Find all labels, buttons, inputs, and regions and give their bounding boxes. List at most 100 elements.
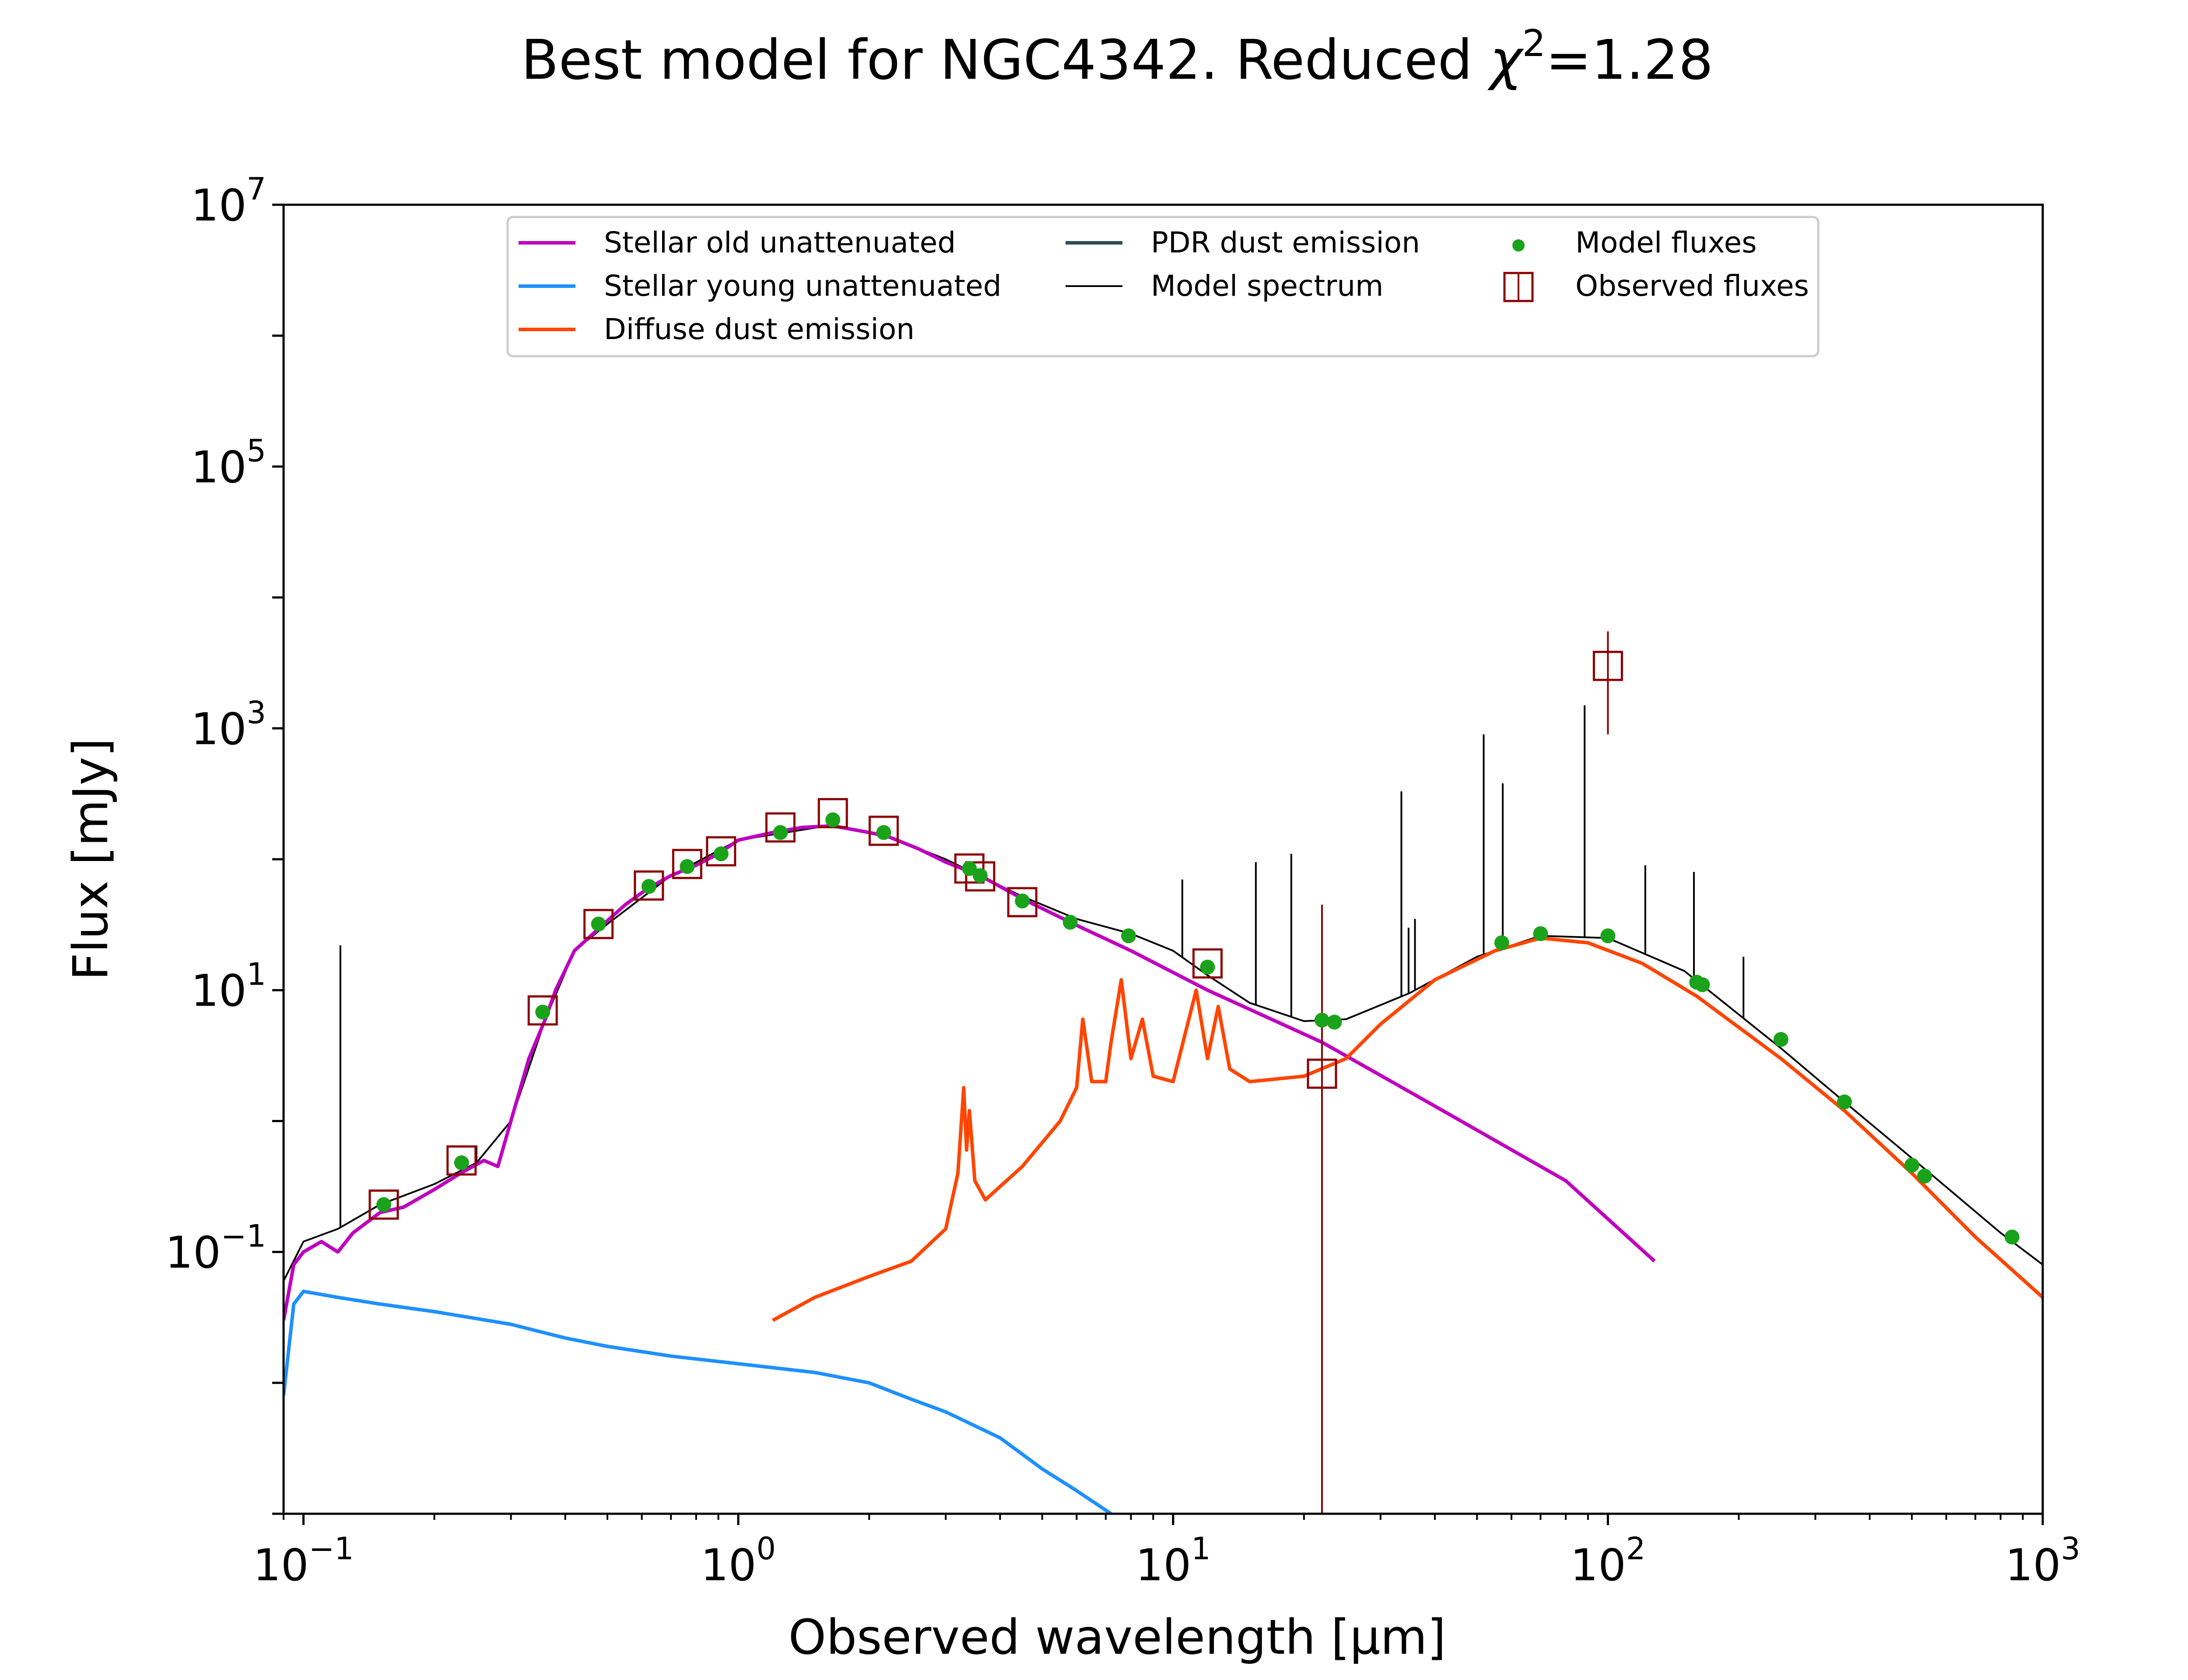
model-flux-point xyxy=(1062,915,1078,930)
model-flux-point xyxy=(1200,959,1215,975)
legend-item-pdr-dust-emission-label: PDR dust emission xyxy=(1151,226,1420,259)
x-tick-label: 10−1 xyxy=(253,1531,354,1591)
chart-title: Best model for NGC4342. Reduced χ2=1.28 xyxy=(521,22,1713,92)
model-flux-point xyxy=(680,859,695,874)
model-flux-point xyxy=(641,879,656,894)
observed-flux-marker xyxy=(446,1145,477,1176)
model-flux-point xyxy=(1015,893,1030,909)
legend-item-pdr-dust-emission: PDR dust emission xyxy=(1066,226,1420,259)
x-tick-label-exp: −1 xyxy=(309,1531,354,1567)
chart-title-main: Best model for NGC4342. Reduced xyxy=(521,28,1490,92)
legend-item-model-fluxes: Model fluxes xyxy=(1512,226,1757,259)
model-flux-point xyxy=(376,1197,391,1212)
observed-flux-marker xyxy=(583,909,614,939)
chart-title-tail: =1.28 xyxy=(1546,28,1713,92)
legend-item-stellar-old-unattenuated-label: Stellar old unattenuated xyxy=(604,226,956,259)
x-tick-label: 101 xyxy=(1136,1531,1211,1591)
model-flux-point xyxy=(876,825,891,840)
y-tick-label-exp: 1 xyxy=(246,956,266,992)
x-tick-label-base: 10 xyxy=(2005,1540,2061,1591)
y-tick-label-exp: −1 xyxy=(221,1218,266,1254)
legend-item-diffuse-dust-emission-label: Diffuse dust emission xyxy=(604,312,915,346)
x-tick-label: 102 xyxy=(1570,1531,1645,1591)
observed-flux-marker xyxy=(1592,651,1623,681)
legend-item-model-spectrum-label: Model spectrum xyxy=(1151,269,1383,303)
model-flux-point xyxy=(825,812,841,827)
model-flux-point xyxy=(1837,1094,1852,1110)
legend-item-stellar-old-unattenuated: Stellar old unattenuated xyxy=(519,226,956,259)
y-tick-label-exp: 5 xyxy=(246,433,266,469)
x-tick-label-exp: 2 xyxy=(1626,1531,1646,1567)
legend-item-stellar-young-unattenuated-label: Stellar young unattenuated xyxy=(604,269,1002,303)
legend-box xyxy=(506,216,1820,357)
x-tick-label-base: 10 xyxy=(1136,1540,1191,1591)
observed-flux-marker xyxy=(634,870,664,901)
x-axis-label: Observed wavelength [μm] xyxy=(789,1609,1446,1665)
x-tick-label-base: 10 xyxy=(1570,1540,1626,1591)
marker-layer xyxy=(368,631,2020,1514)
model-flux-point xyxy=(1314,1012,1329,1028)
legend-item-diffuse-dust-emission: Diffuse dust emission xyxy=(519,312,915,346)
observed-flux-marker xyxy=(527,995,558,1026)
legend-item-observed-fluxes-label: Observed fluxes xyxy=(1575,269,1809,303)
series-line-stellar-young-unattenuated xyxy=(284,1289,1112,1514)
chart-title-sup: 2 xyxy=(1522,22,1546,65)
model-flux-point xyxy=(1494,935,1509,950)
legend-item-model-fluxes-swatch xyxy=(1512,239,1525,252)
observed-flux-marker xyxy=(368,1189,399,1220)
observed-flux-marker xyxy=(1307,1058,1337,1089)
model-flux-point xyxy=(773,825,788,840)
model-flux-point xyxy=(1917,1169,1932,1184)
x-tick-label-exp: 1 xyxy=(1191,1531,1211,1567)
y-tick-label: 107 xyxy=(191,171,266,231)
model-flux-point xyxy=(1773,1032,1788,1047)
series-line-diffuse-dust-emission xyxy=(771,936,2043,1322)
legend-item-stellar-young-unattenuated: Stellar young unattenuated xyxy=(519,269,1002,303)
observed-flux-marker xyxy=(1192,948,1223,979)
model-flux-point xyxy=(1904,1158,1919,1173)
legend: Stellar old unattenuated Stellar young un… xyxy=(506,216,1820,357)
x-tick-label: 100 xyxy=(701,1531,776,1591)
legend-item-observed-fluxes: Observed fluxes xyxy=(1503,269,1809,303)
observed-flux-marker xyxy=(706,836,736,867)
y-tick-label-base: 10 xyxy=(191,965,246,1016)
legend-item-model-fluxes-label: Model fluxes xyxy=(1575,226,1757,259)
chart-title-symbol: χ xyxy=(1487,28,1524,92)
model-flux-point xyxy=(1327,1015,1342,1030)
model-flux-point xyxy=(972,868,988,883)
y-tick-label-base: 10 xyxy=(191,180,246,231)
model-flux-point xyxy=(454,1155,469,1170)
y-tick-label-base: 10 xyxy=(165,1227,221,1278)
x-tick-label-exp: 0 xyxy=(756,1531,776,1567)
series-line-stellar-old-unattenuated xyxy=(284,824,1656,1321)
y-tick-label: 101 xyxy=(191,956,266,1016)
y-tick-label-exp: 3 xyxy=(246,695,266,731)
model-flux-point xyxy=(1533,926,1548,942)
y-tick-label-base: 10 xyxy=(191,704,246,755)
model-flux-point xyxy=(2004,1229,2020,1245)
model-flux-point xyxy=(713,846,729,861)
observed-flux-marker xyxy=(1007,887,1038,917)
y-tick-label: 10−1 xyxy=(165,1218,266,1278)
model-flux-point xyxy=(591,917,606,932)
observed-flux-marker xyxy=(965,861,996,892)
observed-flux-marker xyxy=(868,816,899,846)
y-tick-label: 105 xyxy=(191,433,266,493)
y-tick-label-exp: 7 xyxy=(246,171,266,207)
model-flux-point xyxy=(535,1004,551,1020)
model-flux-point xyxy=(1600,928,1616,944)
observed-flux-marker xyxy=(765,812,796,843)
y-tick-label-base: 10 xyxy=(191,441,246,493)
model-flux-point xyxy=(962,861,977,876)
observed-flux-marker xyxy=(954,853,985,884)
y-tick-label: 103 xyxy=(191,695,266,755)
legend-item-model-spectrum: Model spectrum xyxy=(1066,269,1383,303)
observed-flux-marker xyxy=(672,849,702,879)
x-tick-label-exp: 3 xyxy=(2061,1531,2080,1567)
x-tick-label-base: 10 xyxy=(253,1540,309,1591)
model-flux-point xyxy=(1121,928,1136,944)
model-flux-point xyxy=(1695,977,1710,992)
y-axis-label: Flux [mJy] xyxy=(63,738,119,980)
